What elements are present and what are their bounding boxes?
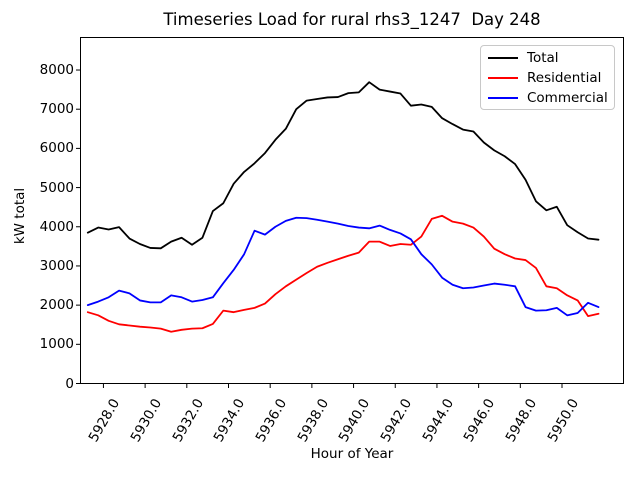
series-line-residential [86,214,600,333]
series-line-commercial [86,216,600,317]
legend-label: Total [527,50,559,66]
legend-line-sample [488,77,518,79]
legend-label: Residential [527,70,602,86]
axes-spines [80,37,624,384]
series-line-total [86,81,600,250]
chart-title: Timeseries Load for rural rhs3_1247 Day … [163,10,541,29]
y-tick-label: 3000 [39,257,74,274]
legend: Total Residential Commercial [480,45,615,110]
y-tick-label: 8000 [39,62,74,79]
legend-entry-commercial: Commercial [488,88,614,108]
y-tick-label: 4000 [39,218,74,235]
y-tick-label: 1000 [39,336,74,353]
y-tick-label: 2000 [39,297,74,314]
y-tick-label: 5000 [39,179,74,196]
y-tick-label: 0 [65,375,74,392]
legend-entry-residential: Residential [488,68,614,88]
legend-line-sample [488,57,518,59]
legend-label: Commercial [527,90,608,106]
y-tick-label: 7000 [39,101,74,118]
y-tick-label: 6000 [39,140,74,157]
x-axis-label: Hour of Year [310,446,394,462]
legend-entry-total: Total [488,48,614,68]
legend-line-sample [488,97,518,99]
